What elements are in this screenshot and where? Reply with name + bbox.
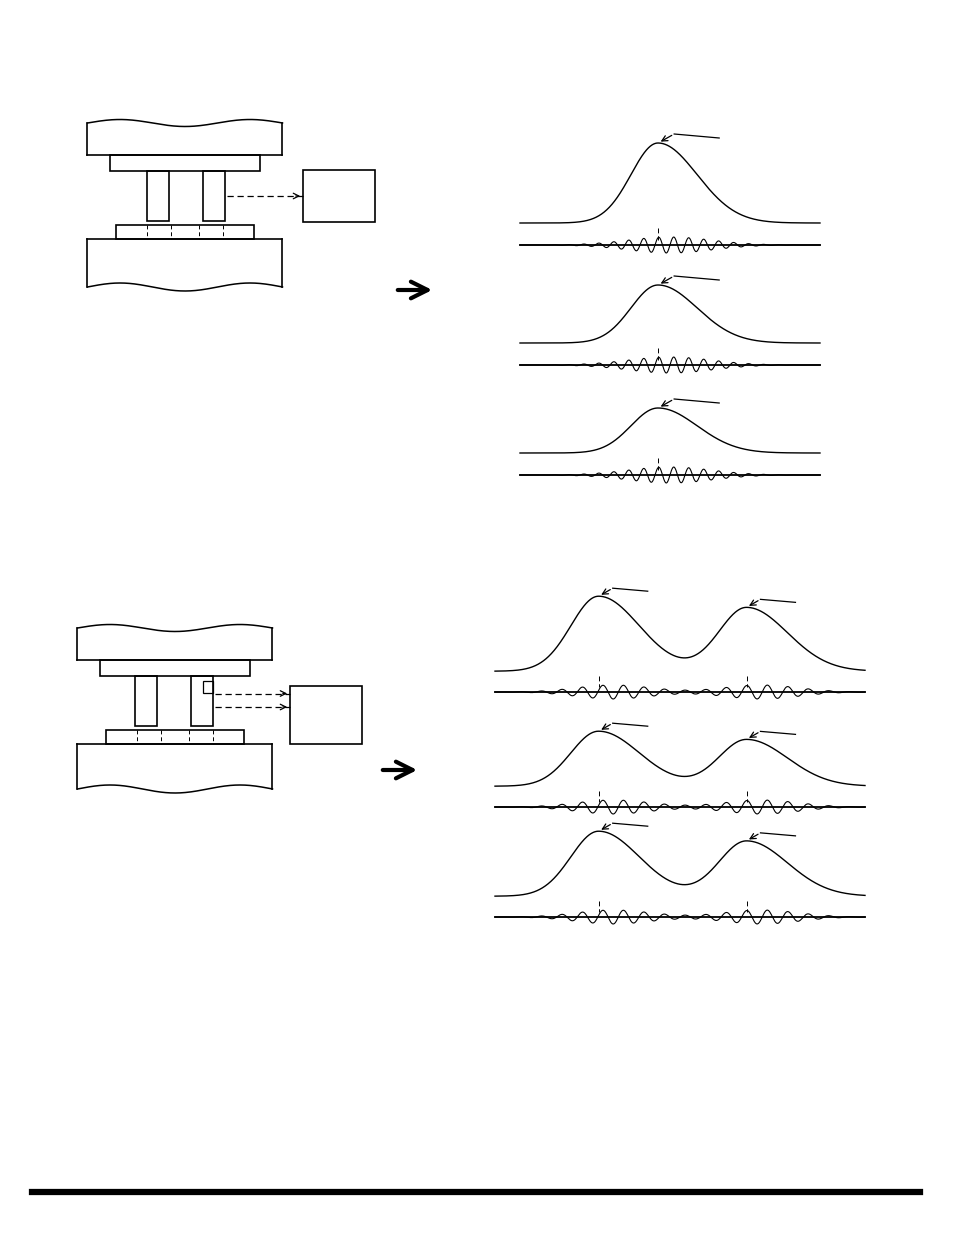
Bar <box>191 676 213 726</box>
Bar <box>303 170 375 222</box>
Bar <box>203 680 213 693</box>
Bar <box>203 170 225 221</box>
Bar <box>147 170 169 221</box>
Bar <box>135 676 157 726</box>
Bar <box>110 156 260 170</box>
Bar <box>116 225 253 240</box>
Bar <box>106 730 244 743</box>
Bar <box>290 685 361 743</box>
Bar <box>100 659 250 676</box>
